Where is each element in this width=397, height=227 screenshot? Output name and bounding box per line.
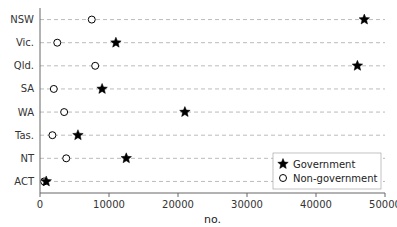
guide-line [40, 135, 385, 136]
x-tick [316, 193, 317, 197]
x-tick [385, 193, 386, 197]
legend: Government Non-government [273, 153, 381, 189]
x-tick [40, 193, 41, 197]
legend-marker [280, 175, 287, 182]
x-tick-label: 40000 [300, 199, 332, 210]
dot [63, 155, 70, 162]
x-tick-label: 20000 [162, 199, 194, 210]
y-tick-label: Tas. [14, 130, 34, 141]
x-tick [109, 193, 110, 197]
y-tick-label: Vic. [16, 37, 34, 48]
dot [97, 83, 107, 93]
legend-label: Non-government [293, 173, 378, 184]
y-tick-label: ACT [14, 176, 35, 187]
legend-label: Government [293, 159, 355, 170]
chart: 0 10000 20000 30000 40000 50000 NSW Vic. Qld. SA W… [0, 0, 397, 227]
dot [121, 153, 131, 163]
y-tick-label: NT [20, 153, 34, 164]
x-tick-label: 30000 [231, 199, 263, 210]
x-tick [247, 193, 248, 197]
y-tick-label: NSW [10, 14, 34, 25]
dot [352, 60, 362, 70]
x-tick-label: 0 [37, 199, 43, 210]
x-tick [178, 193, 179, 197]
y-tick-label: WA [18, 107, 34, 118]
guide-line [40, 88, 385, 89]
dot [88, 16, 95, 23]
guide-line [40, 42, 385, 43]
dot [111, 37, 121, 47]
y-tick-label: SA [21, 83, 35, 94]
dot [180, 107, 190, 117]
legend-marker [278, 159, 288, 169]
dot [61, 109, 68, 116]
dot [50, 85, 57, 92]
dot [41, 176, 51, 186]
dot [73, 130, 83, 140]
y-axis [40, 8, 41, 193]
dot [54, 39, 61, 46]
x-tick-label: 50000 [369, 199, 397, 210]
dot [359, 14, 369, 24]
y-tick-label: Qld. [14, 60, 34, 71]
plot-area [40, 14, 385, 186]
x-axis [40, 193, 385, 194]
dot [92, 62, 99, 69]
guide-line [40, 112, 385, 113]
x-tick-label: 10000 [93, 199, 125, 210]
x-axis-label: no. [204, 213, 221, 226]
legend-box [273, 153, 381, 189]
dot [49, 132, 56, 139]
chart-svg: 0 10000 20000 30000 40000 50000 NSW Vic. Qld. SA W… [0, 0, 397, 227]
